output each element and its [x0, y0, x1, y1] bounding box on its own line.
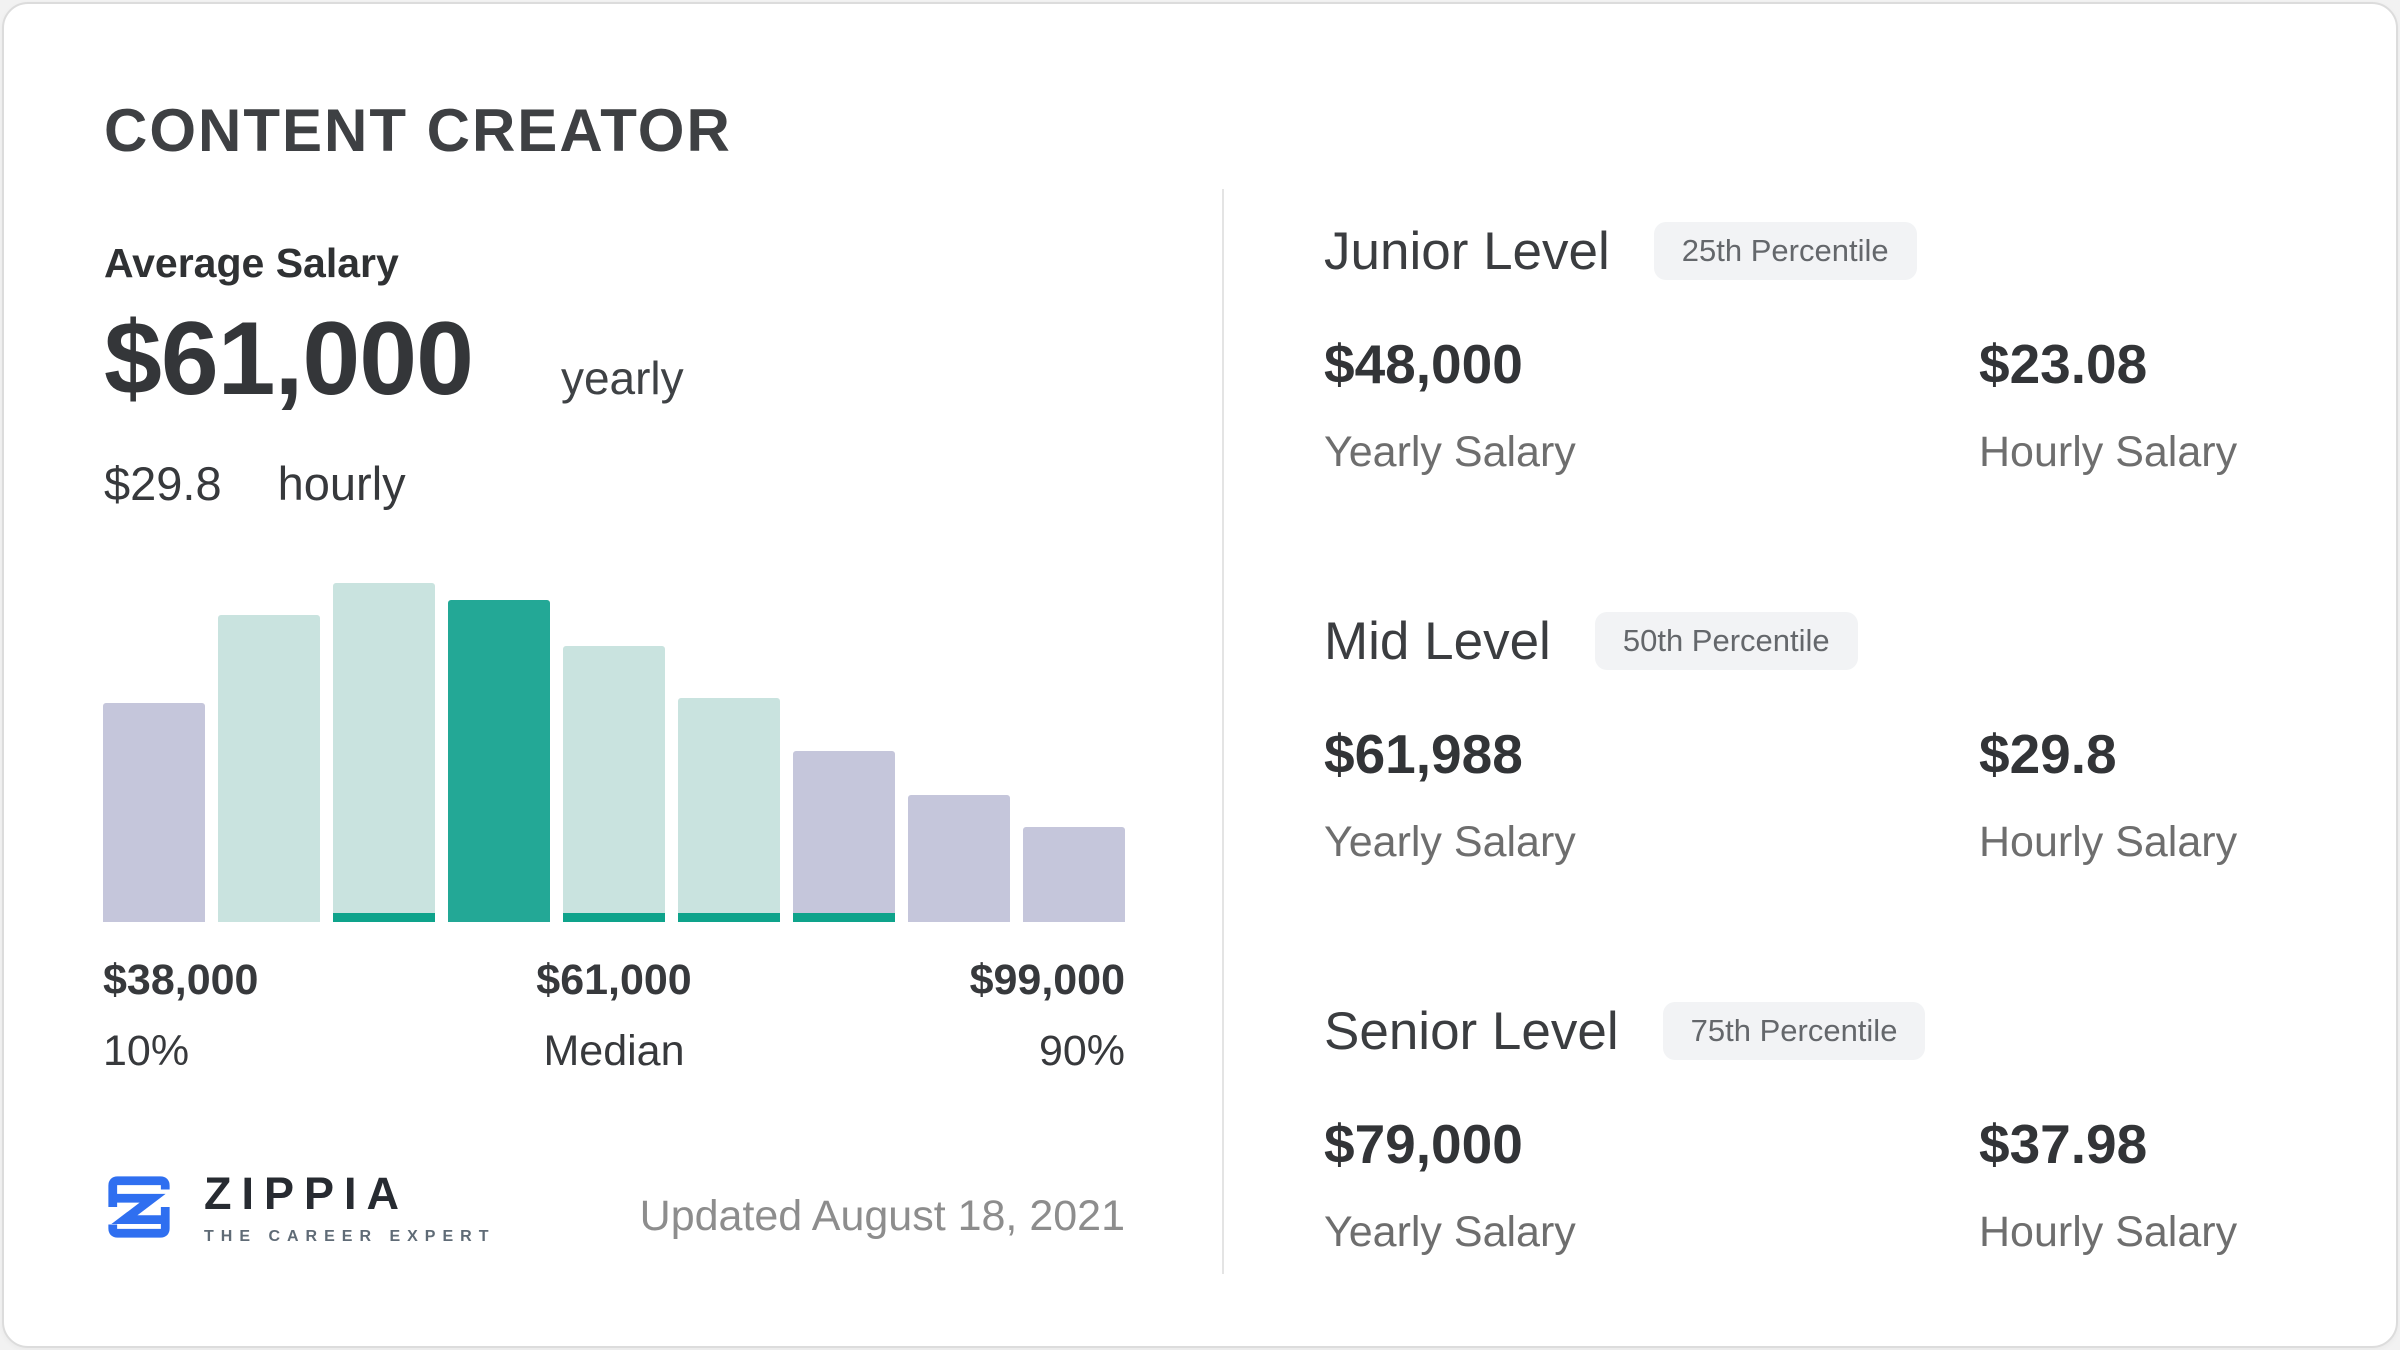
mid-level-section: Mid Level 50th Percentile $61,988 Yearly…: [1324, 608, 2324, 922]
axis-tick-sublabel: 90%: [1038, 1027, 1126, 1075]
vertical-divider: [1222, 189, 1224, 1274]
yearly-salary-value: $48,000: [1324, 333, 1523, 395]
axis-tick-value: $61,000: [536, 956, 692, 1004]
brand-tagline: THE CAREER EXPERT: [204, 1228, 496, 1245]
average-hourly-unit: hourly: [277, 457, 406, 510]
histogram-bar: [563, 645, 665, 922]
yearly-salary-col: $61,988 Yearly Salary: [1324, 722, 1576, 867]
yearly-salary-label: Yearly Salary: [1324, 1208, 1576, 1256]
axis-tick-sublabel: Median: [543, 1027, 685, 1075]
yearly-salary-col: $48,000 Yearly Salary: [1324, 332, 1576, 477]
histogram-bar-underline: [333, 913, 435, 922]
hourly-salary-label: Hourly Salary: [1979, 818, 2238, 866]
axis-tick-sublabel: 10%: [103, 1027, 190, 1075]
junior-level-section: Junior Level 25th Percentile $48,000 Yea…: [1324, 218, 2324, 532]
hourly-salary-col: $37.98 Hourly Salary: [1979, 1112, 2237, 1257]
percentile-badge: 25th Percentile: [1653, 222, 1917, 280]
average-yearly-salary: $61,000 yearly: [104, 300, 684, 419]
histogram-bar: [103, 703, 205, 922]
mid-level-header: Mid Level 50th Percentile: [1324, 608, 2324, 674]
axis-tick-10th: $38,000 10%: [103, 956, 444, 1076]
yearly-salary-label: Yearly Salary: [1324, 428, 1576, 476]
hourly-salary-label: Hourly Salary: [1979, 1208, 2238, 1256]
average-yearly-value: $61,000: [104, 301, 474, 417]
zippia-wordmark: ZIPPIA THE CAREER EXPERT: [204, 1168, 495, 1246]
average-salary-label: Average Salary: [104, 240, 399, 286]
updated-date: Updated August 18, 2021: [639, 1192, 1125, 1240]
senior-level-section: Senior Level 75th Percentile $79,000 Yea…: [1324, 998, 2324, 1312]
axis-tick-value: $38,000: [103, 956, 259, 1004]
average-hourly-value: $29.8: [104, 457, 222, 510]
percentile-badge: 50th Percentile: [1594, 612, 1858, 670]
histogram-bar: [678, 698, 780, 922]
histogram-bar-underline: [793, 913, 895, 922]
salary-histogram-bars: [103, 583, 1125, 922]
yearly-salary-col: $79,000 Yearly Salary: [1324, 1112, 1576, 1257]
axis-tick-median: $61,000 Median: [444, 956, 785, 1076]
zippia-logo: ZIPPIA THE CAREER EXPERT: [104, 1168, 495, 1246]
hourly-salary-label: Hourly Salary: [1979, 428, 2238, 476]
percentile-badge: 75th Percentile: [1662, 1002, 1926, 1060]
yearly-salary-value: $61,988: [1324, 723, 1523, 785]
level-name: Senior Level: [1324, 1001, 1619, 1061]
histogram-bar: [218, 615, 320, 922]
hourly-salary-value: $29.8: [1979, 723, 2117, 785]
junior-level-header: Junior Level 25th Percentile: [1324, 218, 2324, 284]
yearly-salary-value: $79,000: [1324, 1113, 1523, 1175]
mid-level-values: $61,988 Yearly Salary $29.8 Hourly Salar…: [1324, 722, 2324, 922]
senior-level-values: $79,000 Yearly Salary $37.98 Hourly Sala…: [1324, 1112, 2324, 1312]
senior-level-header: Senior Level 75th Percentile: [1324, 998, 2324, 1064]
histogram-bar: [333, 583, 435, 922]
hourly-salary-col: $29.8 Hourly Salary: [1979, 722, 2237, 867]
axis-tick-90th: $99,000 90%: [784, 956, 1125, 1076]
average-yearly-unit: yearly: [560, 352, 684, 404]
level-name: Junior Level: [1324, 221, 1610, 281]
hourly-salary-col: $23.08 Hourly Salary: [1979, 332, 2237, 477]
zippia-z-icon: [105, 1176, 173, 1238]
salary-histogram-axis: $38,000 10% $61,000 Median $99,000 90%: [103, 956, 1125, 1076]
histogram-bar-underline: [678, 913, 780, 922]
junior-level-values: $48,000 Yearly Salary $23.08 Hourly Sala…: [1324, 332, 2324, 532]
yearly-salary-label: Yearly Salary: [1324, 818, 1576, 866]
histogram-bar: [793, 750, 895, 922]
hourly-salary-value: $37.98: [1979, 1113, 2148, 1175]
hourly-salary-value: $23.08: [1979, 333, 2148, 395]
average-hourly-salary: $29.8 hourly: [104, 456, 406, 511]
level-name: Mid Level: [1324, 611, 1551, 671]
axis-tick-value: $99,000: [969, 956, 1126, 1004]
histogram-bar: [908, 794, 1010, 922]
brand-name: ZIPPIA: [204, 1168, 410, 1219]
histogram-bar: [1023, 827, 1125, 922]
page-title: CONTENT CREATOR: [104, 97, 732, 164]
histogram-bar-underline: [563, 913, 665, 922]
histogram-bar-median: [448, 599, 550, 922]
